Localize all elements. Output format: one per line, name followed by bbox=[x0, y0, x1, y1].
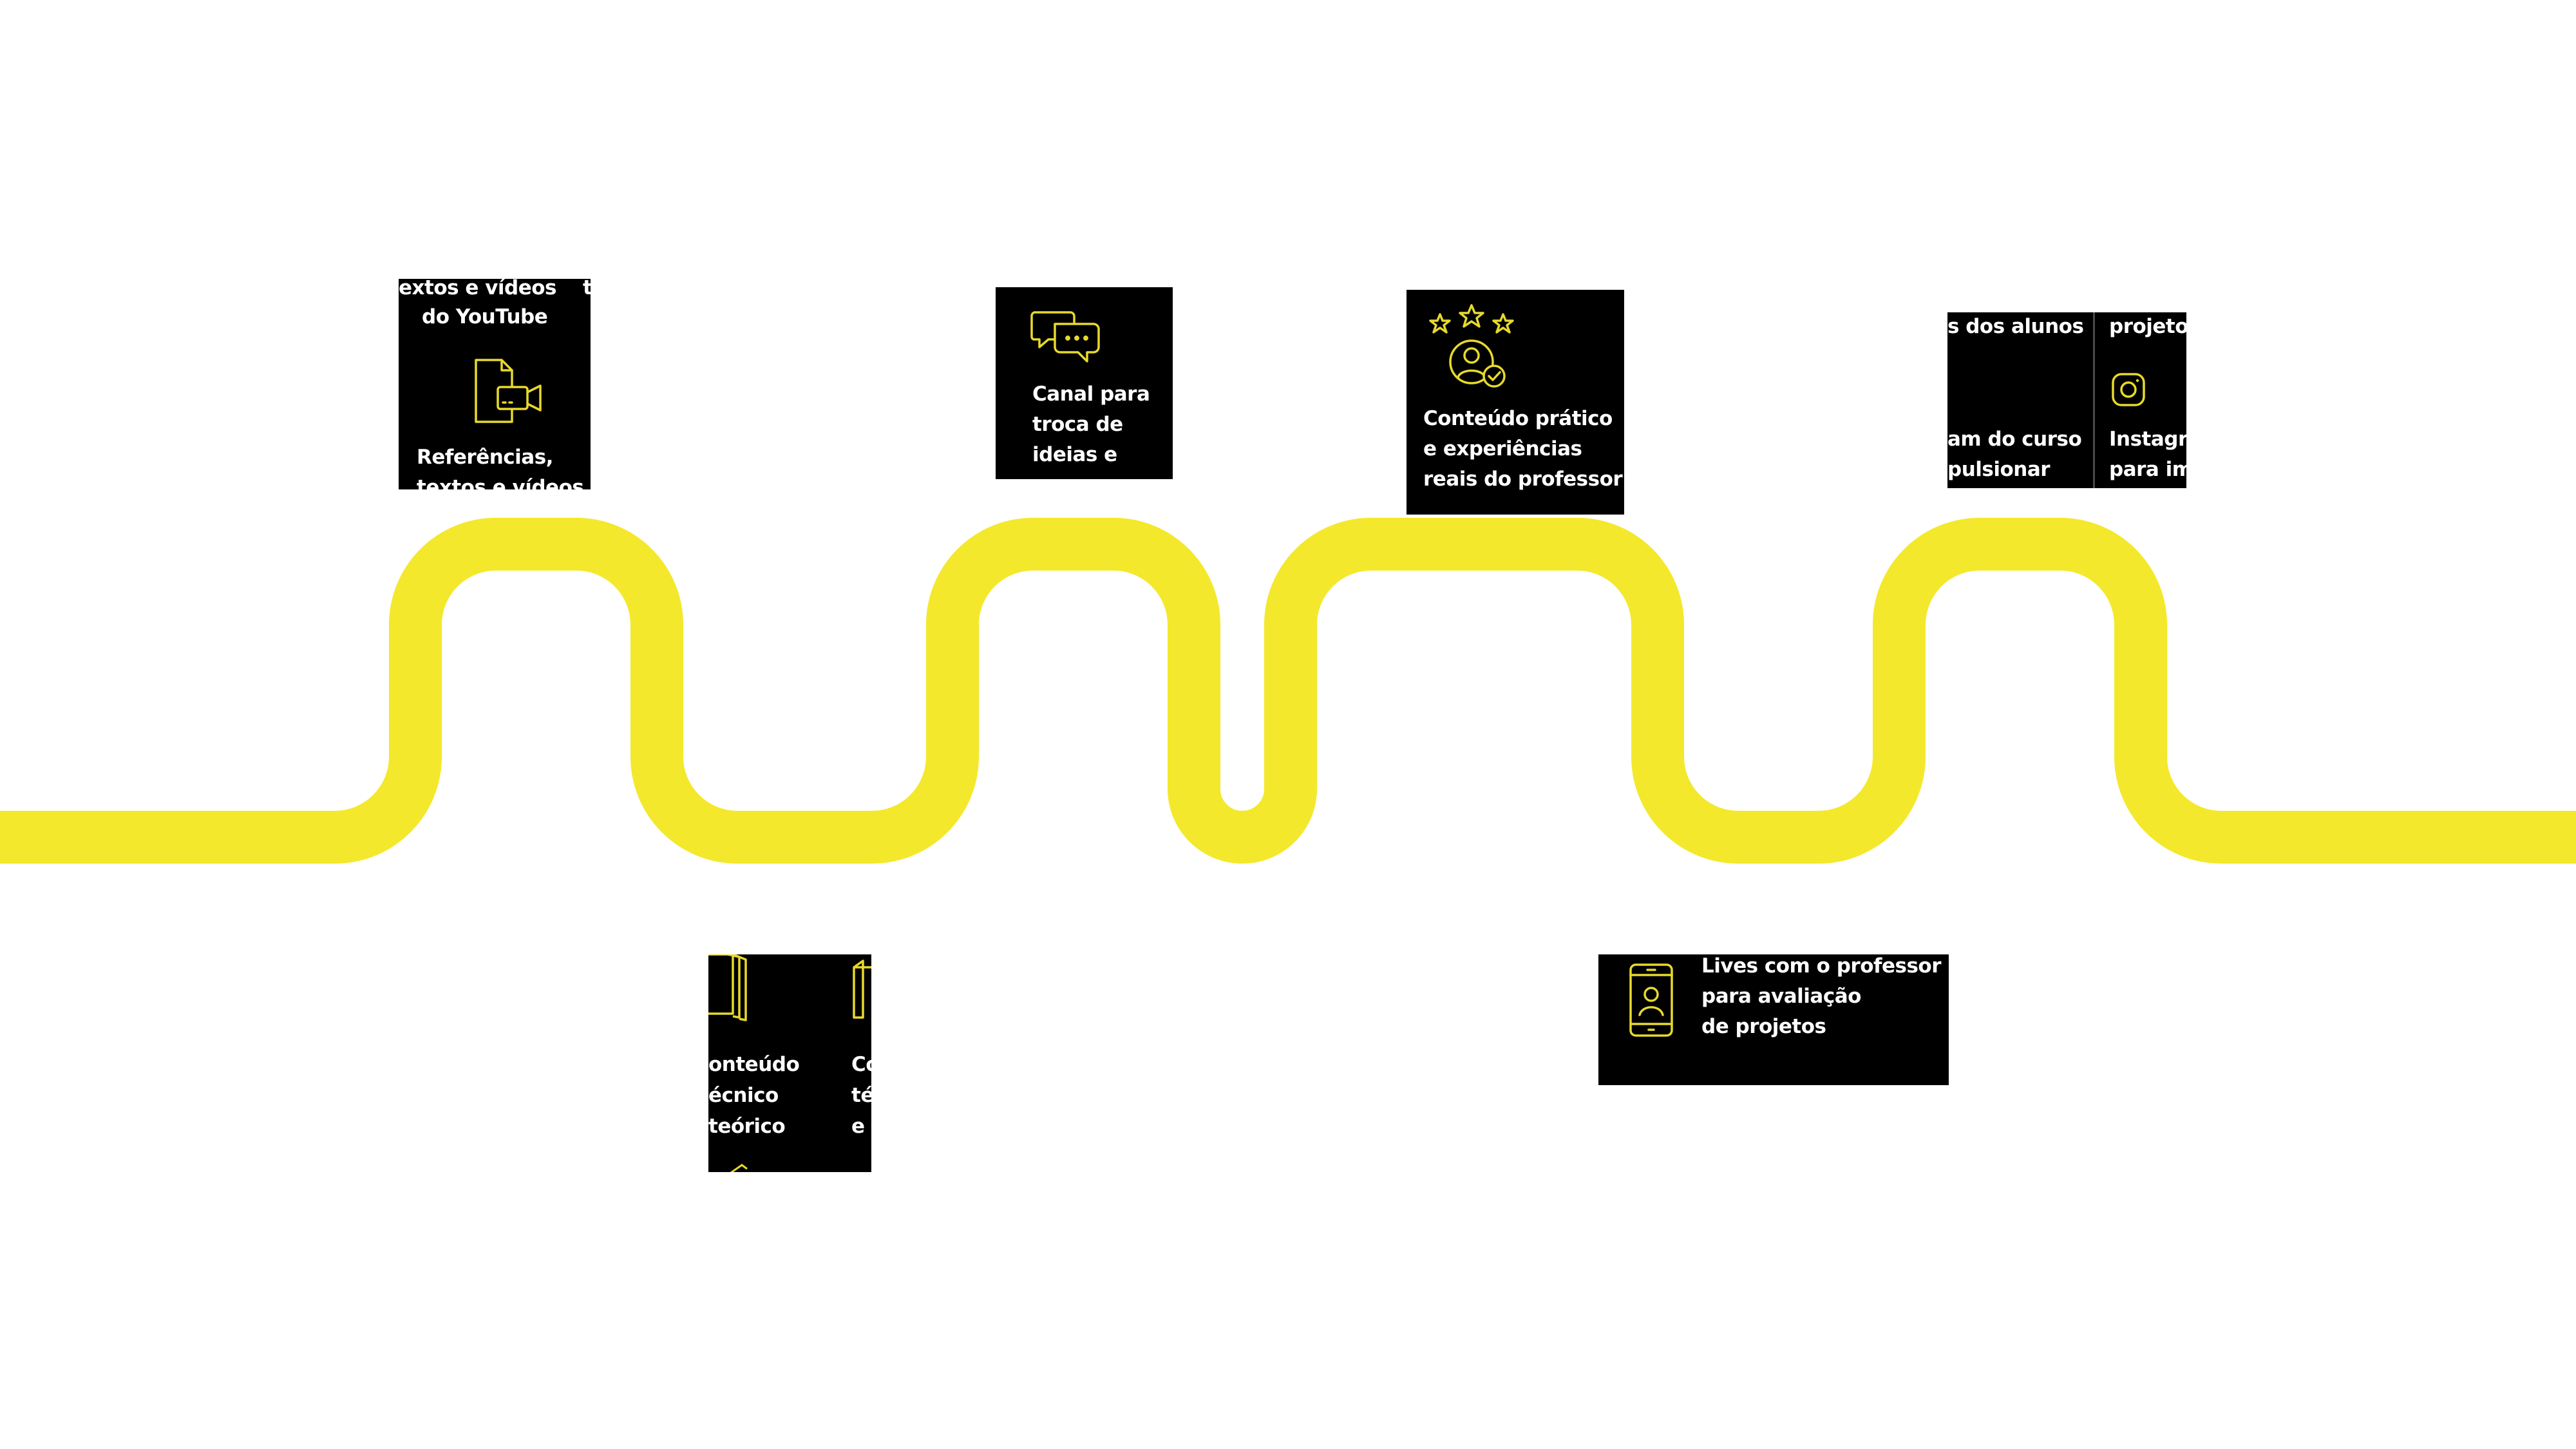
references-side-char: t bbox=[583, 279, 591, 299]
references-text-line-1: extos e vídeos bbox=[399, 279, 557, 299]
practical-line-2: e experiências bbox=[1423, 437, 1582, 460]
mobile-person-icon bbox=[1628, 963, 1674, 1037]
references-text-line-2: do YouTube bbox=[422, 305, 548, 328]
rating-person-icon bbox=[1426, 301, 1517, 388]
technical-col2-line-3: e t bbox=[851, 1115, 871, 1138]
channel-line-1: Canal para bbox=[1032, 383, 1150, 406]
lives-line-1: Lives com o professor bbox=[1701, 954, 1942, 978]
instagram-card: s dos alunos am do curso pulsionar proje… bbox=[1947, 312, 2186, 488]
technical-col2-line-1: Co bbox=[851, 1053, 871, 1076]
road-path bbox=[0, 518, 2576, 864]
instagram-col1-line-1: am do curso bbox=[1947, 428, 2082, 451]
references-text-line-3: Referências, bbox=[417, 446, 553, 469]
technical-col2-line-2: té bbox=[851, 1084, 871, 1107]
channel-line-2: troca de bbox=[1032, 413, 1123, 436]
instagram-col2-line-2: para im bbox=[2109, 458, 2186, 481]
instagram-col2-top: projetos bbox=[2109, 315, 2186, 338]
instagram-icon bbox=[2110, 372, 2146, 408]
references-text-line-4: textos e vídeos bbox=[417, 476, 584, 489]
practical-line-1: Conteúdo prático bbox=[1423, 407, 1613, 430]
video-file-icon bbox=[472, 359, 544, 423]
channel-line-3: ideias e bbox=[1032, 443, 1117, 466]
technical-col1-line-2: écnico bbox=[708, 1084, 779, 1107]
instagram-col1-line-2: pulsionar bbox=[1947, 458, 2050, 481]
stacked-documents-icon-2 bbox=[851, 954, 871, 1019]
technical-col1-line-1: onteúdo bbox=[708, 1053, 800, 1076]
column-divider bbox=[2093, 312, 2095, 488]
technical-col1-line-3: teórico bbox=[708, 1115, 786, 1138]
practical-content-card: Conteúdo prático e experiências reais do… bbox=[1406, 290, 1624, 515]
instagram-col2-line-1: Instagra bbox=[2109, 428, 2186, 451]
technical-content-card: onteúdo écnico teórico Co té e t bbox=[708, 954, 871, 1172]
lives-card: Lives com o professor para avaliação de … bbox=[1598, 954, 1949, 1085]
channel-card: Canal para troca de ideias e bbox=[996, 287, 1173, 479]
chat-bubbles-icon bbox=[1030, 310, 1101, 364]
lives-line-3: de projetos bbox=[1701, 1015, 1826, 1038]
instagram-col1-top: s dos alunos bbox=[1947, 315, 2084, 338]
practical-line-3: reais do professor bbox=[1423, 468, 1623, 491]
references-card: extos e vídeos t do YouTube Referências,… bbox=[399, 279, 591, 489]
stacked-documents-icon bbox=[708, 954, 753, 1023]
lives-line-2: para avaliação bbox=[1701, 985, 1861, 1008]
pencil-icon bbox=[728, 1162, 753, 1172]
